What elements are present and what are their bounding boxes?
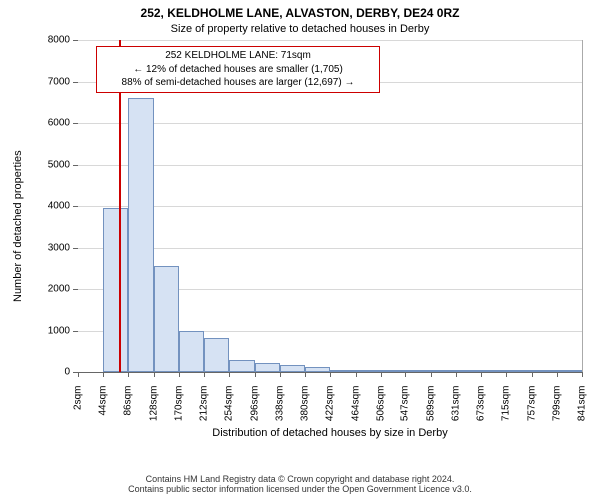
ytick-mark <box>73 248 78 249</box>
xtick-mark <box>356 372 357 377</box>
chart-subtitle: Size of property relative to detached ho… <box>0 22 600 36</box>
xtick-mark <box>557 372 558 377</box>
histogram-bar <box>255 363 280 372</box>
xtick-mark <box>506 372 507 377</box>
xtick-mark <box>78 372 79 377</box>
xtick-mark <box>255 372 256 377</box>
histogram-bar <box>204 338 229 372</box>
ytick-mark <box>73 165 78 166</box>
xtick-label: 841sqm <box>577 386 588 436</box>
xtick-label: 128sqm <box>148 386 159 436</box>
chart-title: 252, KELDHOLME LANE, ALVASTON, DERBY, DE… <box>0 6 600 22</box>
xtick-label: 673sqm <box>476 386 487 436</box>
xtick-mark <box>154 372 155 377</box>
gridline <box>78 40 582 41</box>
xtick-label: 2sqm <box>73 386 84 436</box>
xtick-label: 86sqm <box>123 386 134 436</box>
ytick-label: 6000 <box>30 118 70 129</box>
annotation-box: 252 KELDHOLME LANE: 71sqm ← 12% of detac… <box>96 46 380 93</box>
xtick-label: 547sqm <box>400 386 411 436</box>
xtick-mark <box>103 372 104 377</box>
xtick-label: 254sqm <box>224 386 235 436</box>
ytick-label: 0 <box>30 367 70 378</box>
footer-text: Contains HM Land Registry data © Crown c… <box>0 474 600 494</box>
ytick-label: 7000 <box>30 76 70 87</box>
ytick-mark <box>73 289 78 290</box>
y-axis-label: Number of detached properties <box>12 150 24 302</box>
xtick-mark <box>229 372 230 377</box>
xtick-label: 170sqm <box>173 386 184 436</box>
ytick-label: 4000 <box>30 201 70 212</box>
xtick-mark <box>431 372 432 377</box>
xtick-label: 631sqm <box>450 386 461 436</box>
xtick-label: 338sqm <box>274 386 285 436</box>
xtick-label: 715sqm <box>501 386 512 436</box>
ytick-mark <box>73 206 78 207</box>
ytick-mark <box>73 40 78 41</box>
xtick-label: 422sqm <box>325 386 336 436</box>
xtick-mark <box>532 372 533 377</box>
annotation-line-3: 88% of semi-detached houses are larger (… <box>101 76 375 90</box>
xtick-mark <box>456 372 457 377</box>
ytick-label: 8000 <box>30 35 70 46</box>
histogram-bar <box>280 365 305 372</box>
xtick-mark <box>280 372 281 377</box>
xtick-label: 296sqm <box>249 386 260 436</box>
xtick-mark <box>381 372 382 377</box>
ytick-mark <box>73 123 78 124</box>
histogram-bar <box>179 331 204 373</box>
xtick-mark <box>204 372 205 377</box>
ytick-mark <box>73 82 78 83</box>
xtick-label: 44sqm <box>98 386 109 436</box>
xtick-label: 212sqm <box>199 386 210 436</box>
xtick-mark <box>179 372 180 377</box>
histogram-bar <box>128 98 153 372</box>
histogram-bar <box>229 360 254 372</box>
xtick-label: 464sqm <box>350 386 361 436</box>
annotation-line-2: ← 12% of detached houses are smaller (1,… <box>101 63 375 77</box>
footer-line-1: Contains HM Land Registry data © Crown c… <box>0 474 600 484</box>
xtick-mark <box>582 372 583 377</box>
xtick-mark <box>305 372 306 377</box>
xtick-mark <box>330 372 331 377</box>
footer-line-2: Contains public sector information licen… <box>0 484 600 494</box>
ytick-label: 2000 <box>30 284 70 295</box>
histogram-bar <box>154 266 179 372</box>
chart-container: 252, KELDHOLME LANE, ALVASTON, DERBY, DE… <box>0 0 600 500</box>
xtick-label: 757sqm <box>526 386 537 436</box>
xtick-label: 589sqm <box>425 386 436 436</box>
ytick-mark <box>73 331 78 332</box>
xtick-label: 799sqm <box>551 386 562 436</box>
xtick-mark <box>128 372 129 377</box>
ytick-label: 5000 <box>30 159 70 170</box>
xtick-mark <box>481 372 482 377</box>
ytick-label: 1000 <box>30 325 70 336</box>
xtick-mark <box>405 372 406 377</box>
annotation-line-1: 252 KELDHOLME LANE: 71sqm <box>101 49 375 63</box>
histogram-bar <box>103 208 128 372</box>
xtick-label: 506sqm <box>375 386 386 436</box>
ytick-label: 3000 <box>30 242 70 253</box>
xtick-label: 380sqm <box>300 386 311 436</box>
